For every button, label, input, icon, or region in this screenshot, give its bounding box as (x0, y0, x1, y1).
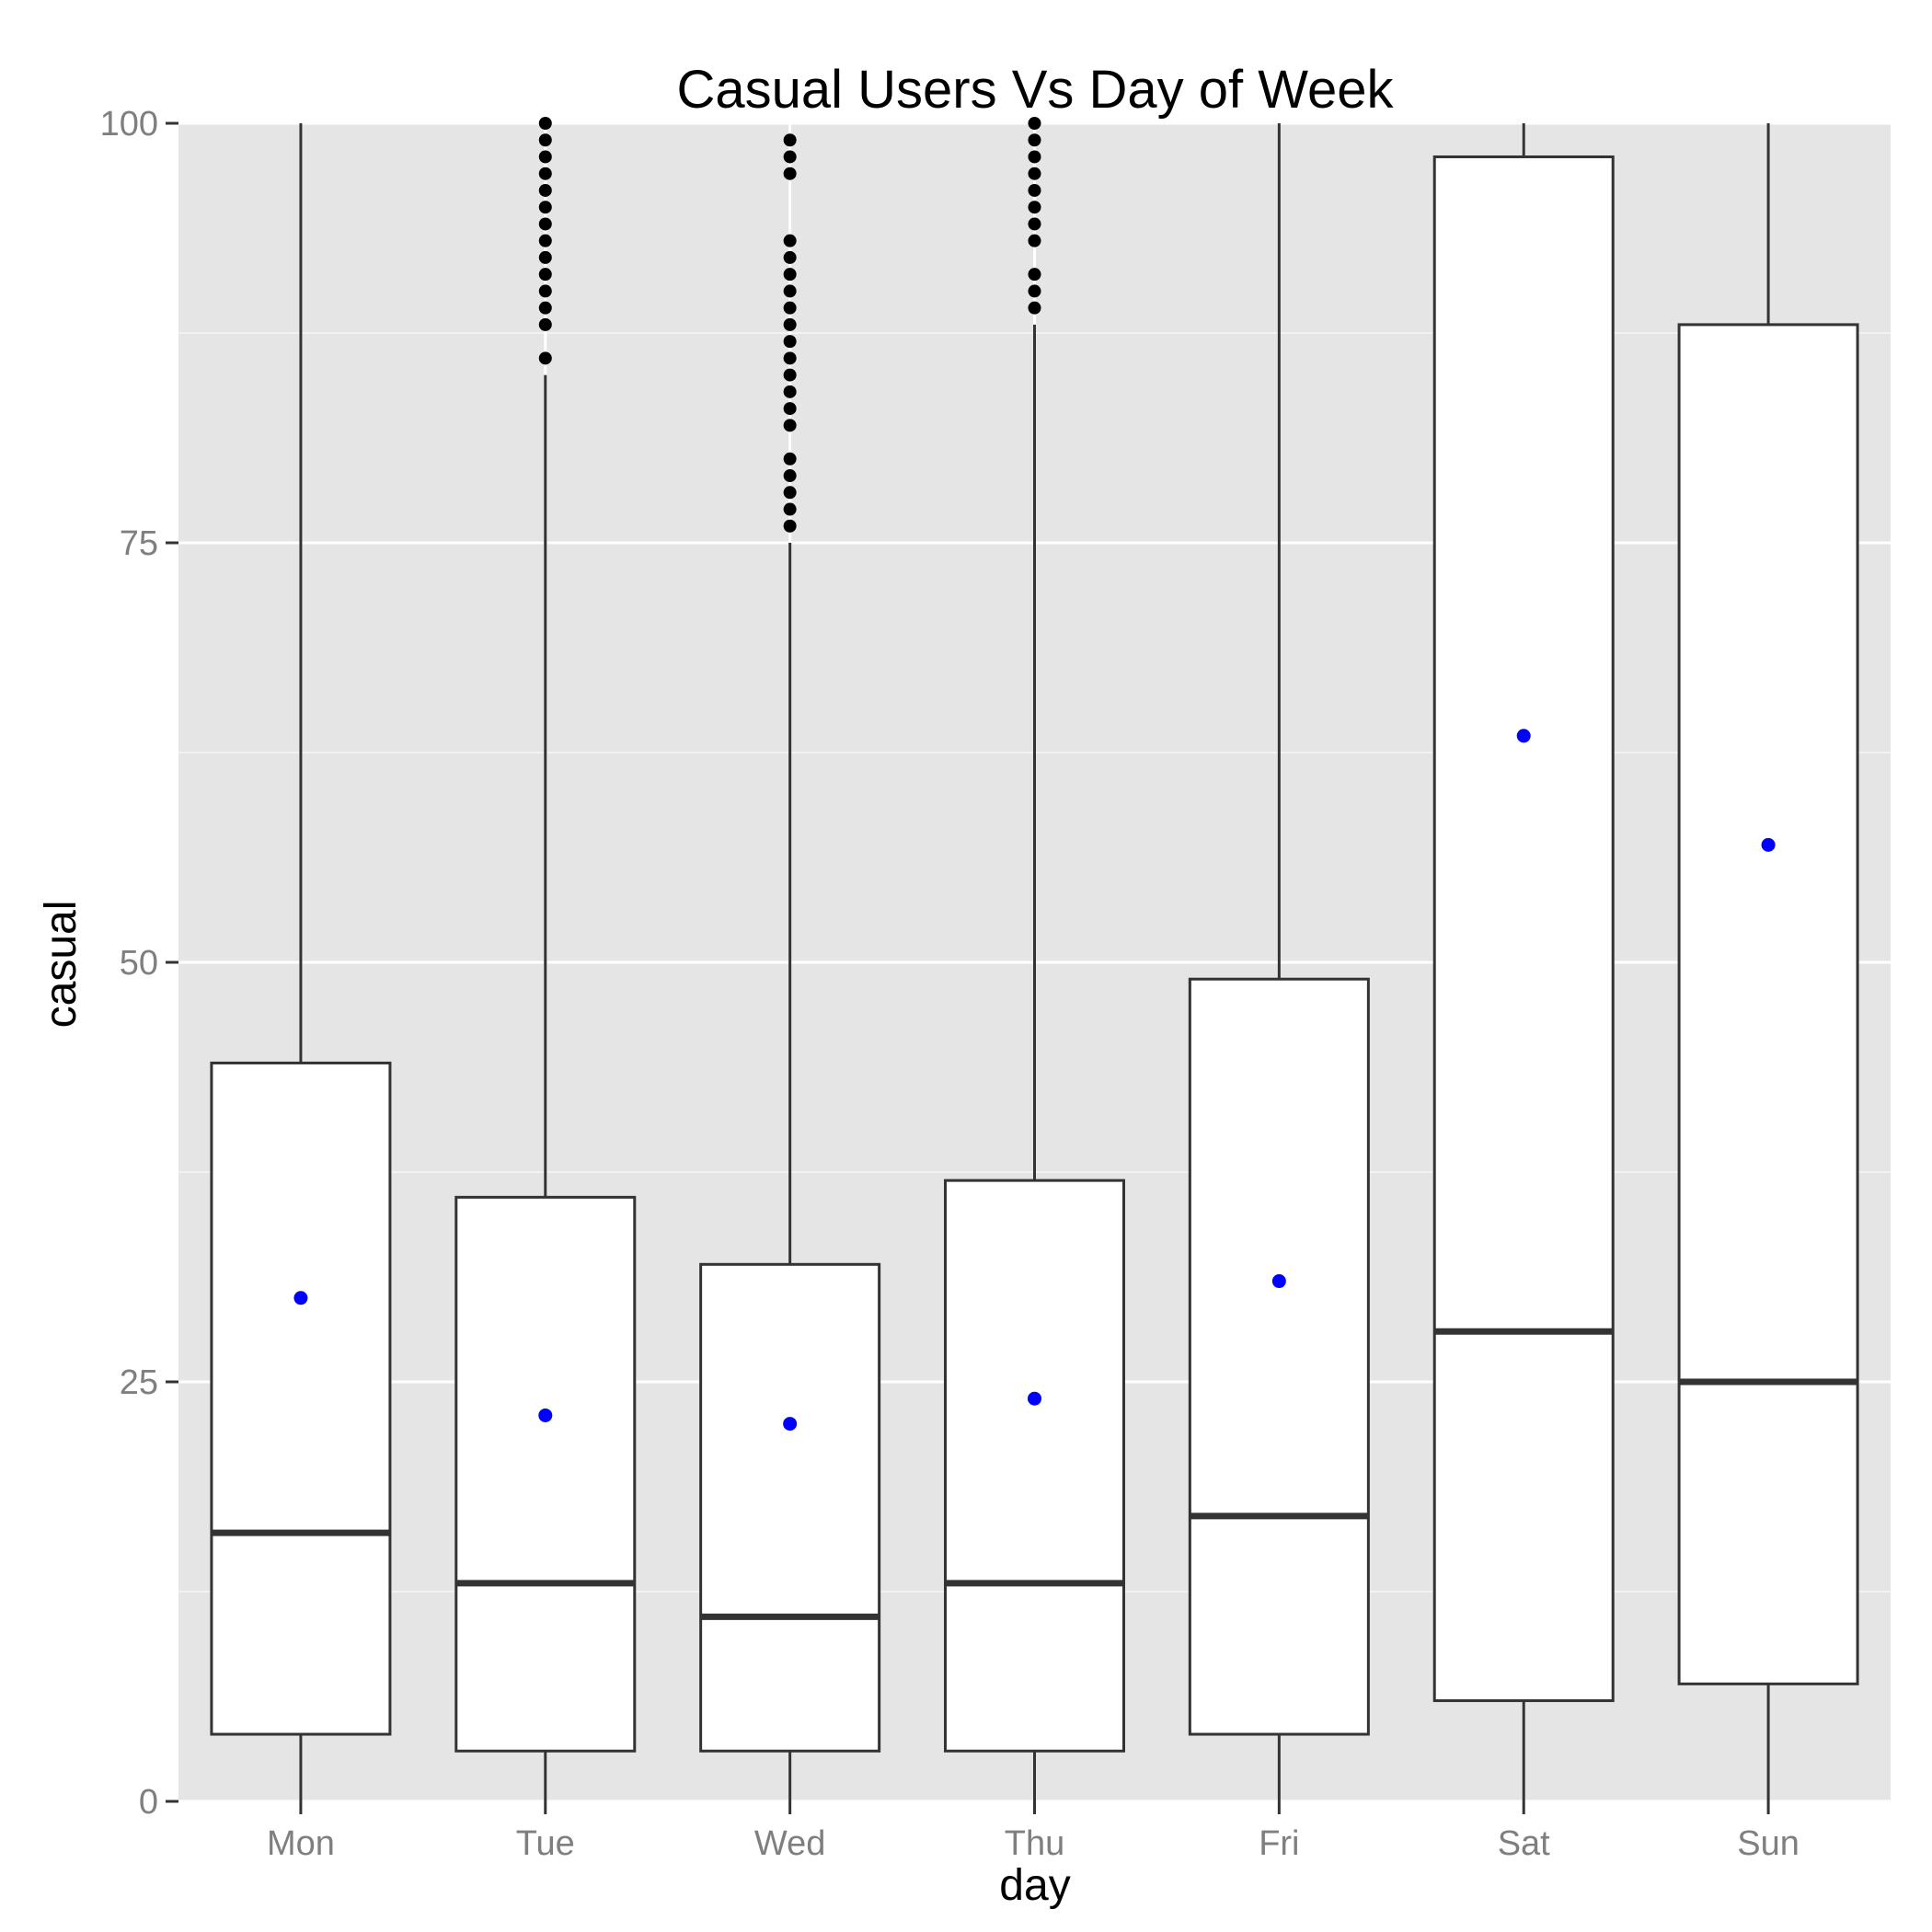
outlier-point (783, 385, 797, 398)
outlier-point (1028, 133, 1041, 147)
outlier-point (1028, 268, 1041, 282)
outlier-point (783, 250, 797, 264)
outlier-point (538, 217, 552, 231)
x-tick-label: Thu (1005, 1824, 1064, 1863)
box-mon (210, 123, 392, 1801)
iqr-box (1432, 155, 1615, 1703)
outlier-point (783, 284, 797, 298)
x-tick-label: Sun (1737, 1824, 1800, 1863)
mean-point (1271, 1274, 1286, 1289)
iqr-box (699, 1262, 881, 1753)
mean-point (1516, 729, 1531, 743)
outlier-point (783, 268, 797, 282)
outlier-point (783, 469, 797, 483)
outlier-point (1028, 183, 1041, 197)
outlier-point (538, 351, 552, 365)
outlier-point (783, 502, 797, 516)
y-tick-label: 0 (139, 1783, 158, 1822)
outlier-point (1028, 284, 1041, 298)
outlier-point (783, 335, 797, 349)
y-axis-label: casual (37, 901, 86, 1029)
iqr-box (454, 1195, 637, 1753)
outlier-point (1028, 201, 1041, 214)
chart-title: Casual Users Vs Day of Week (677, 60, 1395, 120)
outlier-point (538, 284, 552, 298)
outlier-point (783, 167, 797, 180)
mean-point (1761, 837, 1776, 852)
box-thu (944, 117, 1125, 1801)
outlier-point (538, 234, 552, 247)
box-tue (454, 117, 637, 1801)
outlier-point (783, 133, 797, 147)
outlier-point (783, 234, 797, 247)
outlier-point (783, 368, 797, 382)
iqr-box (944, 1179, 1125, 1753)
y-tick-label: 75 (120, 524, 158, 563)
outlier-point (1028, 217, 1041, 231)
mean-point (783, 1417, 798, 1432)
outlier-point (538, 167, 552, 180)
box-sat (1432, 123, 1615, 1801)
outlier-point (783, 317, 797, 331)
mean-point (538, 1408, 553, 1422)
iqr-box (1188, 977, 1370, 1736)
outlier-point (1028, 234, 1041, 247)
outlier-point (538, 150, 552, 164)
x-tick-label: Wed (754, 1824, 825, 1863)
outlier-point (783, 486, 797, 500)
outlier-point (538, 268, 552, 282)
outlier-point (783, 351, 797, 365)
outlier-point (538, 317, 552, 331)
x-tick-label: Sat (1498, 1824, 1550, 1863)
outlier-point (783, 452, 797, 466)
outlier-point (538, 117, 552, 130)
outlier-point (1028, 150, 1041, 164)
outlier-point (1028, 301, 1041, 315)
outlier-point (783, 419, 797, 432)
mean-point (1028, 1391, 1041, 1406)
iqr-box (1677, 323, 1859, 1685)
y-tick-label: 25 (120, 1363, 158, 1402)
outlier-point (538, 201, 552, 214)
outlier-point (1028, 167, 1041, 180)
box-wed (699, 133, 881, 1801)
outlier-point (538, 250, 552, 264)
plot-area: 0 25 50 75 100 Mon Tue Wed Thu Fri Sat Sun (100, 105, 1891, 1863)
y-tick-label: 100 (100, 105, 158, 144)
outlier-point (783, 301, 797, 315)
mean-point (293, 1291, 308, 1305)
outlier-point (538, 133, 552, 147)
outlier-point (538, 301, 552, 315)
outlier-point (783, 402, 797, 416)
x-tick-label: Mon (267, 1824, 335, 1863)
box-sun (1677, 123, 1859, 1801)
x-tick-label: Tue (516, 1824, 575, 1863)
outlier-point (538, 183, 552, 197)
box-fri (1188, 123, 1370, 1801)
iqr-box (210, 1061, 392, 1736)
outlier-point (1028, 117, 1041, 130)
outlier-point (783, 519, 797, 533)
y-tick-label: 50 (120, 944, 158, 983)
outlier-point (783, 150, 797, 164)
x-axis-label: day (999, 1861, 1070, 1910)
x-tick-label: Fri (1259, 1824, 1299, 1863)
